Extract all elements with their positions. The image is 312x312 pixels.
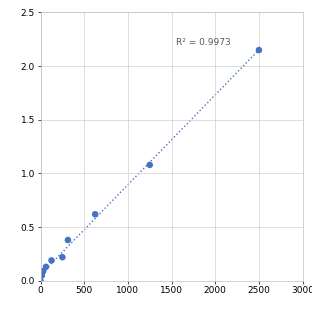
Point (38, 278, 43, 283)
Point (41, 269, 46, 274)
Point (43, 264, 48, 269)
Point (93, 212, 98, 217)
Point (39, 273, 44, 278)
Text: R² = 0.9973: R² = 0.9973 (176, 38, 231, 47)
Point (256, 47, 261, 52)
Point (60, 255, 65, 260)
Point (49, 258, 54, 263)
Point (147, 162, 152, 167)
Point (66, 237, 71, 242)
